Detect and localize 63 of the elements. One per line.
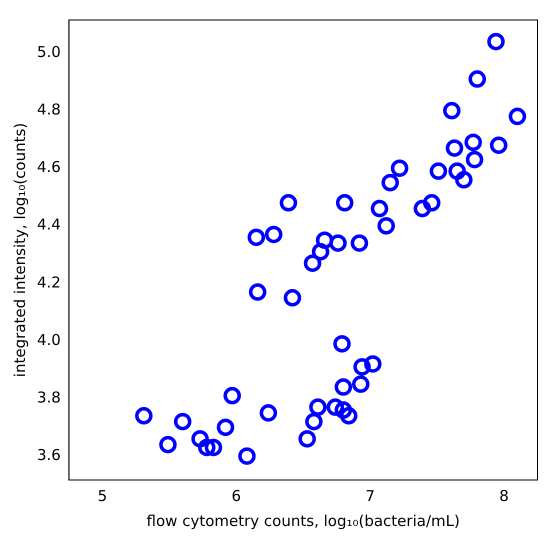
point xyxy=(377,217,395,235)
point xyxy=(468,70,486,88)
point xyxy=(334,378,352,396)
point xyxy=(284,289,302,307)
x-tick-label: 6 xyxy=(231,486,241,505)
x-axis-title: flow cytometry counts, log₁₀(bacteria/mL) xyxy=(146,512,460,530)
point xyxy=(334,401,352,419)
point xyxy=(350,234,368,252)
y-tick-label: 4.8 xyxy=(36,100,61,119)
point xyxy=(198,438,216,456)
x-tick-label: 7 xyxy=(365,486,375,505)
y-tick-label: 4.2 xyxy=(36,273,61,292)
point xyxy=(353,358,371,376)
point xyxy=(304,254,322,272)
point xyxy=(490,136,508,154)
y-tick-label: 4.0 xyxy=(36,330,61,349)
y-tick-label: 3.6 xyxy=(36,446,61,464)
point xyxy=(464,134,482,152)
point xyxy=(336,194,354,212)
point xyxy=(443,102,461,120)
point xyxy=(305,412,323,430)
point xyxy=(466,150,484,168)
point xyxy=(264,226,282,244)
point xyxy=(455,171,473,189)
point xyxy=(430,162,448,180)
point xyxy=(191,430,209,448)
point xyxy=(329,234,347,252)
y-tick-label: 5.0 xyxy=(36,42,61,61)
point xyxy=(448,162,466,180)
y-tick-label: 3.8 xyxy=(36,388,61,406)
point xyxy=(159,436,177,454)
point xyxy=(340,407,358,425)
point xyxy=(280,194,298,212)
point xyxy=(333,335,351,353)
point xyxy=(508,108,526,126)
y-axis-title: integrated intensity, log₁₀(counts) xyxy=(10,122,29,378)
x-tick-label: 8 xyxy=(499,486,509,505)
point xyxy=(298,430,316,448)
point xyxy=(204,438,222,456)
point xyxy=(248,283,266,301)
x-tick-label: 5 xyxy=(98,486,108,505)
point xyxy=(414,200,432,218)
point xyxy=(223,386,241,404)
point xyxy=(364,355,382,373)
y-tick-label: 4.4 xyxy=(36,216,61,234)
point xyxy=(216,418,234,436)
point xyxy=(312,242,330,260)
point xyxy=(326,398,344,416)
point xyxy=(446,139,464,157)
point xyxy=(422,194,440,212)
point xyxy=(174,412,192,430)
y-tick-label: 4.6 xyxy=(36,158,61,176)
point xyxy=(352,375,370,393)
point xyxy=(390,160,408,177)
point xyxy=(248,228,266,246)
point xyxy=(316,231,334,249)
point xyxy=(381,174,399,192)
point xyxy=(135,407,153,425)
point xyxy=(260,404,278,422)
point xyxy=(370,200,388,218)
point xyxy=(487,32,505,50)
point xyxy=(309,398,327,416)
point xyxy=(238,447,256,465)
